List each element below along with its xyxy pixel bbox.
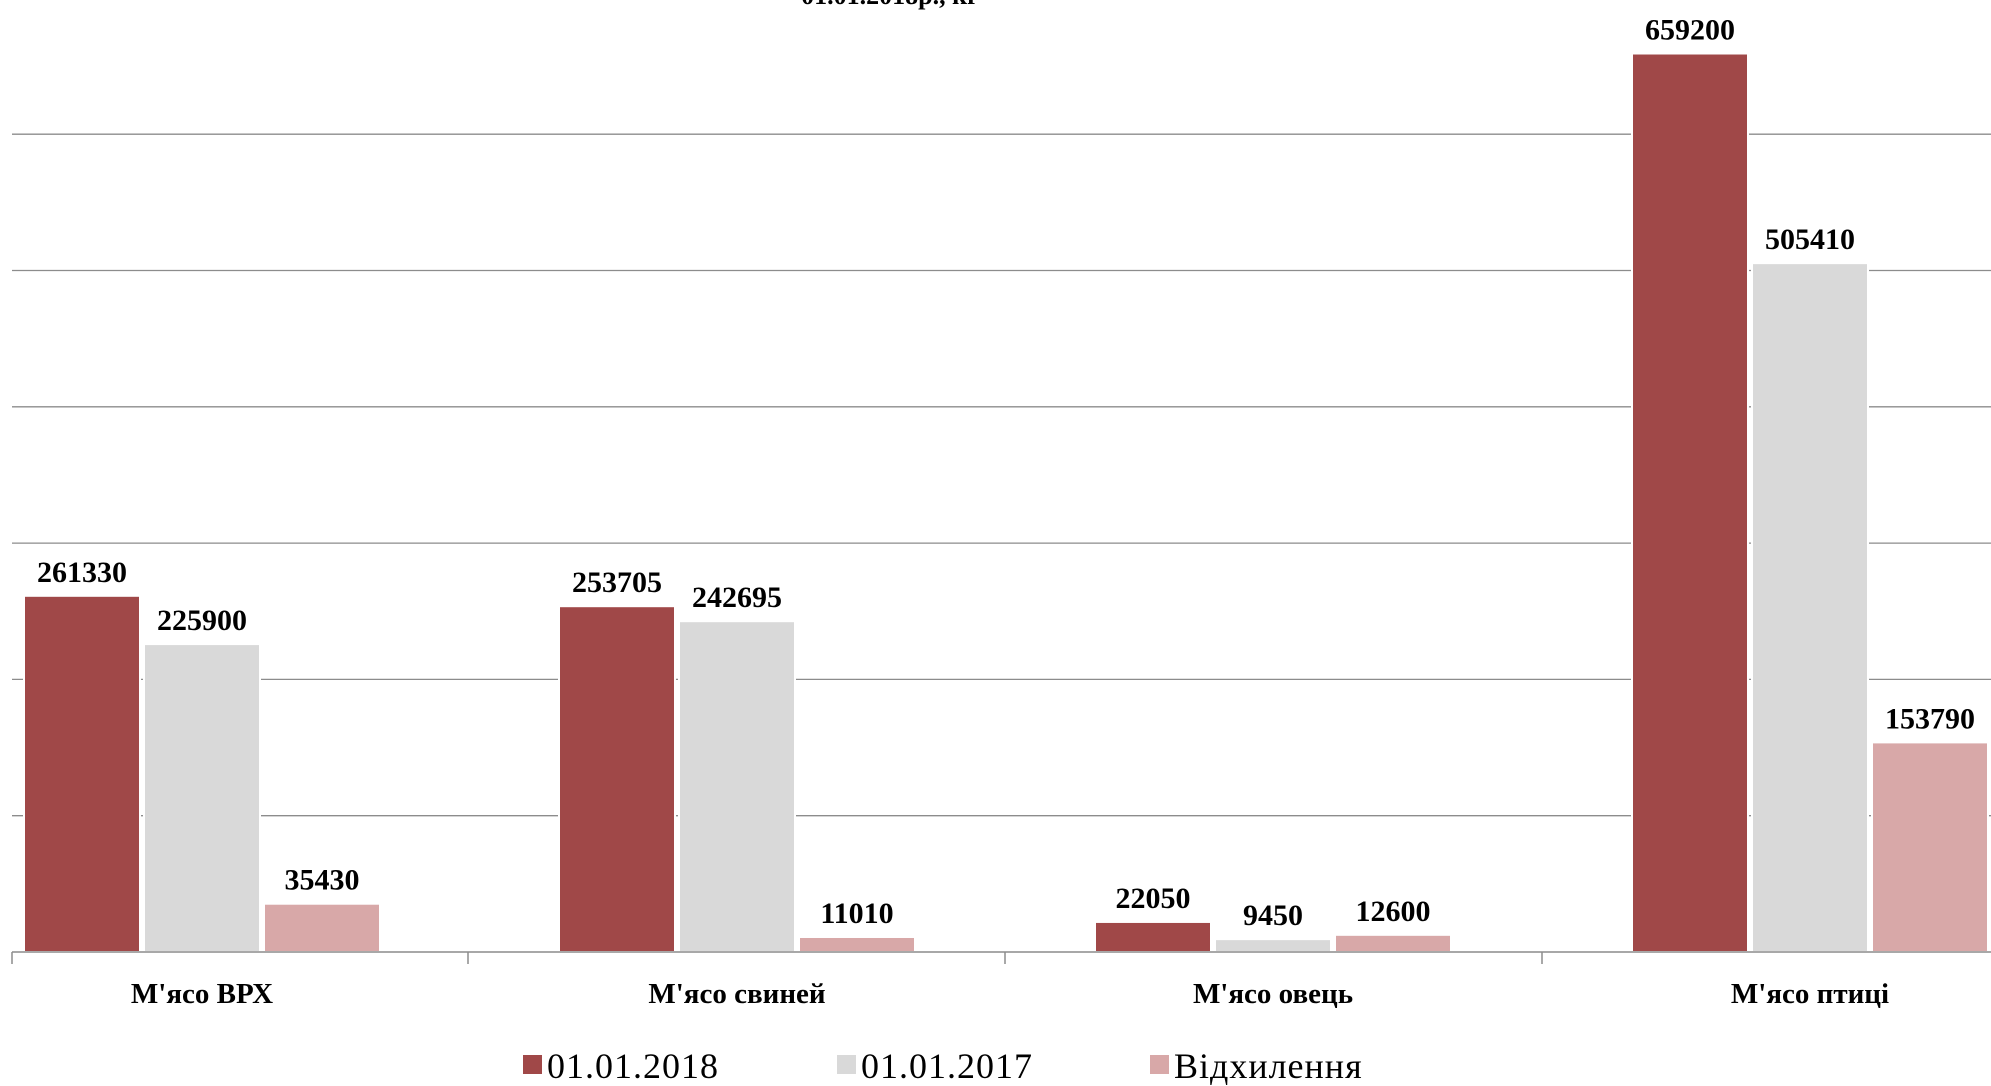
category-label: М'ясо свиней: [648, 978, 825, 1010]
legend-label: 01.01.2017: [861, 1046, 1033, 1086]
value-labels: 261330 253705 22050 659200 225900 242695 9450 5…: [37, 14, 1975, 933]
bar: [143, 643, 261, 954]
legend-label: 01.01.2018: [547, 1046, 719, 1086]
data-label: 659200: [1645, 14, 1735, 47]
category-label: М'ясо птиці: [1731, 978, 1889, 1010]
data-label: 35430: [285, 864, 360, 897]
category-label: М'ясо ВРХ: [131, 978, 273, 1010]
bar: [558, 605, 676, 953]
data-label: 225900: [157, 604, 247, 637]
legend: 01.01.2018 01.01.2017 Відхилення: [523, 1046, 1363, 1086]
data-label: 242695: [692, 581, 782, 614]
data-label: 153790: [1885, 702, 1975, 735]
legend-swatch: [523, 1055, 542, 1074]
bar: [1751, 262, 1869, 953]
data-label: 253705: [572, 566, 662, 599]
x-axis: М'ясо ВРХ М'ясо свиней М'ясо овець М'ясо пт…: [11, 951, 1991, 1010]
legend-item: Відхилення: [1150, 1046, 1363, 1086]
bar: [1094, 920, 1212, 954]
bar: [1334, 933, 1452, 953]
data-label: 11010: [820, 897, 893, 930]
data-label: 505410: [1765, 223, 1855, 256]
bar: [23, 594, 141, 953]
legend-label: Відхилення: [1174, 1046, 1363, 1086]
bar: [1631, 52, 1749, 954]
bars: [23, 52, 1989, 954]
data-label: 12600: [1356, 895, 1431, 928]
bar: [678, 620, 796, 953]
legend-swatch: [837, 1055, 856, 1074]
data-label: 22050: [1116, 882, 1191, 915]
bar: [1214, 938, 1332, 953]
legend-item: 01.01.2018: [523, 1046, 719, 1086]
legend-item: 01.01.2017: [837, 1046, 1033, 1086]
bar: [1871, 741, 1989, 953]
legend-swatch: [1150, 1055, 1169, 1074]
chart-title: 01.01.2018р., кг: [801, 0, 979, 10]
data-label: 261330: [37, 556, 127, 589]
data-label: 9450: [1243, 899, 1303, 932]
bar: [798, 935, 916, 953]
bar: [263, 902, 381, 954]
category-label: М'ясо овець: [1193, 978, 1353, 1010]
